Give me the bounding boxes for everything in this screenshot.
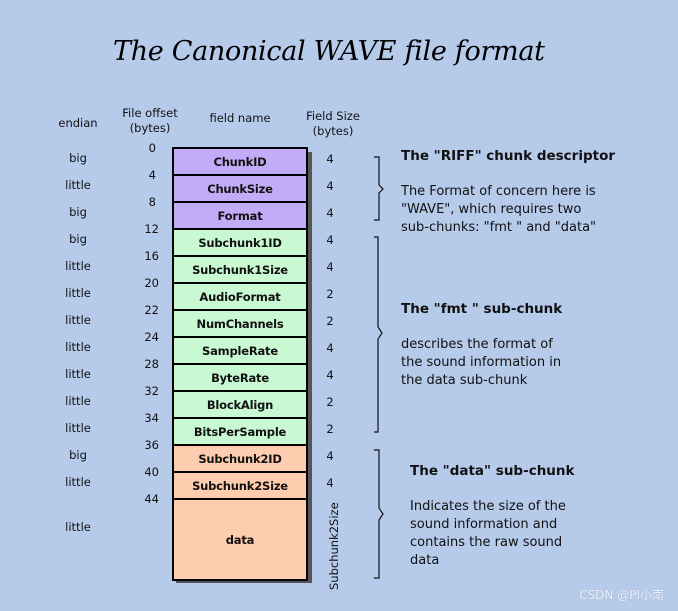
size-numchannels: 2 xyxy=(326,314,334,328)
offset-20: 20 xyxy=(144,276,159,290)
endian-blockalign: little xyxy=(65,394,91,408)
fmt-heading: The "fmt " sub-chunk xyxy=(401,301,563,317)
watermark: CSDN @PI小南 xyxy=(579,588,664,602)
fmt-line-2: the sound information in xyxy=(401,355,562,370)
field-numchannels: NumChannels xyxy=(174,311,306,338)
offset-32: 32 xyxy=(144,384,159,398)
endian-samplerate: little xyxy=(65,340,91,354)
header-file-offset-label: File offset xyxy=(122,106,178,120)
data-line-3: contains the raw sound xyxy=(410,535,563,550)
field-byterate: ByteRate xyxy=(174,365,306,392)
offset-24: 24 xyxy=(144,330,159,344)
size-byterate: 4 xyxy=(326,368,334,382)
riff-line-1: The Format of concern here is xyxy=(401,184,596,199)
field-subchunk2id: Subchunk2ID xyxy=(174,446,306,473)
diagram-title: The Canonical WAVE file format xyxy=(113,36,545,67)
endian-numchannels: little xyxy=(65,313,91,327)
endian-subchunk2size: little xyxy=(65,475,91,489)
offset-34: 34 xyxy=(144,411,159,425)
header-field-size: Field Size (bytes) xyxy=(300,109,366,139)
field-samplerate: SampleRate xyxy=(174,338,306,365)
size-format: 4 xyxy=(326,206,334,220)
field-audioformat: AudioFormat xyxy=(174,284,306,311)
size-subchunk2id: 4 xyxy=(326,449,334,463)
size-subchunk1id: 4 xyxy=(326,233,334,247)
header-field-size-label: Field Size xyxy=(306,109,360,123)
riff-heading: The "RIFF" chunk descriptor xyxy=(401,148,616,164)
size-blockalign: 2 xyxy=(326,395,334,409)
field-data: data xyxy=(174,500,306,581)
offset-28: 28 xyxy=(144,357,159,371)
endian-subchunk2id: big xyxy=(69,448,87,462)
endian-chunksize: little xyxy=(65,178,91,192)
endian-bitspersample: little xyxy=(65,421,91,435)
offset-12: 12 xyxy=(144,222,159,236)
field-chunkid: ChunkID xyxy=(174,149,306,176)
field-chunksize: ChunkSize xyxy=(174,176,306,203)
header-field-size-unit: (bytes) xyxy=(312,124,354,138)
field-table: ChunkID ChunkSize Format Subchunk1ID Sub… xyxy=(172,147,308,581)
data-line-2: sound information and xyxy=(410,517,558,532)
field-subchunk2size: Subchunk2Size xyxy=(174,473,306,500)
header-file-offset: File offset (bytes) xyxy=(116,106,184,136)
size-chunksize: 4 xyxy=(326,179,334,193)
offset-0: 0 xyxy=(148,141,156,155)
offset-36: 36 xyxy=(144,438,159,452)
endian-audioformat: little xyxy=(65,286,91,300)
riff-line-3: sub-chunks: "fmt " and "data" xyxy=(401,220,597,235)
riff-line-2: "WAVE", which requires two xyxy=(401,202,582,217)
endian-format: big xyxy=(69,205,87,219)
offset-44: 44 xyxy=(144,492,159,506)
header-endian: endian xyxy=(58,116,98,130)
offset-8: 8 xyxy=(148,195,156,209)
offset-16: 16 xyxy=(144,249,159,263)
offset-40: 40 xyxy=(144,465,159,479)
size-subchunk2size: 4 xyxy=(326,476,334,490)
size-chunkid: 4 xyxy=(326,152,334,166)
size-samplerate: 4 xyxy=(326,341,334,355)
data-line-4: data xyxy=(410,553,440,568)
endian-subchunk1size: little xyxy=(65,259,91,273)
endian-byterate: little xyxy=(65,367,91,381)
field-subchunk1size: Subchunk1Size xyxy=(174,257,306,284)
endian-subchunk1id: big xyxy=(69,232,87,246)
size-audioformat: 2 xyxy=(326,287,334,301)
data-description: The "data" sub-chunk Indicates the size … xyxy=(410,462,575,570)
fmt-description: The "fmt " sub-chunk describes the forma… xyxy=(401,300,562,390)
field-subchunk1id: Subchunk1ID xyxy=(174,230,306,257)
field-blockalign: BlockAlign xyxy=(174,392,306,419)
size-data-vertical: Subchunk2Size xyxy=(327,502,341,590)
fmt-line-3: the data sub-chunk xyxy=(401,373,528,388)
size-bitspersample: 2 xyxy=(326,422,334,436)
data-heading: The "data" sub-chunk xyxy=(410,463,575,479)
riff-brace-icon xyxy=(374,156,384,221)
endian-data: little xyxy=(65,520,91,534)
endian-chunkid: big xyxy=(69,151,87,165)
fmt-line-1: describes the format of xyxy=(401,337,553,352)
offset-4: 4 xyxy=(148,168,156,182)
header-file-offset-unit: (bytes) xyxy=(129,121,171,135)
size-subchunk1size: 4 xyxy=(326,260,334,274)
data-brace-icon xyxy=(374,449,384,579)
fmt-brace-icon xyxy=(374,236,383,433)
data-line-1: Indicates the size of the xyxy=(410,499,566,514)
riff-description: The "RIFF" chunk descriptor The Format o… xyxy=(401,147,615,237)
field-format: Format xyxy=(174,203,306,230)
field-bitspersample: BitsPerSample xyxy=(174,419,306,446)
header-field-name: field name xyxy=(209,111,271,125)
offset-22: 22 xyxy=(144,303,159,317)
